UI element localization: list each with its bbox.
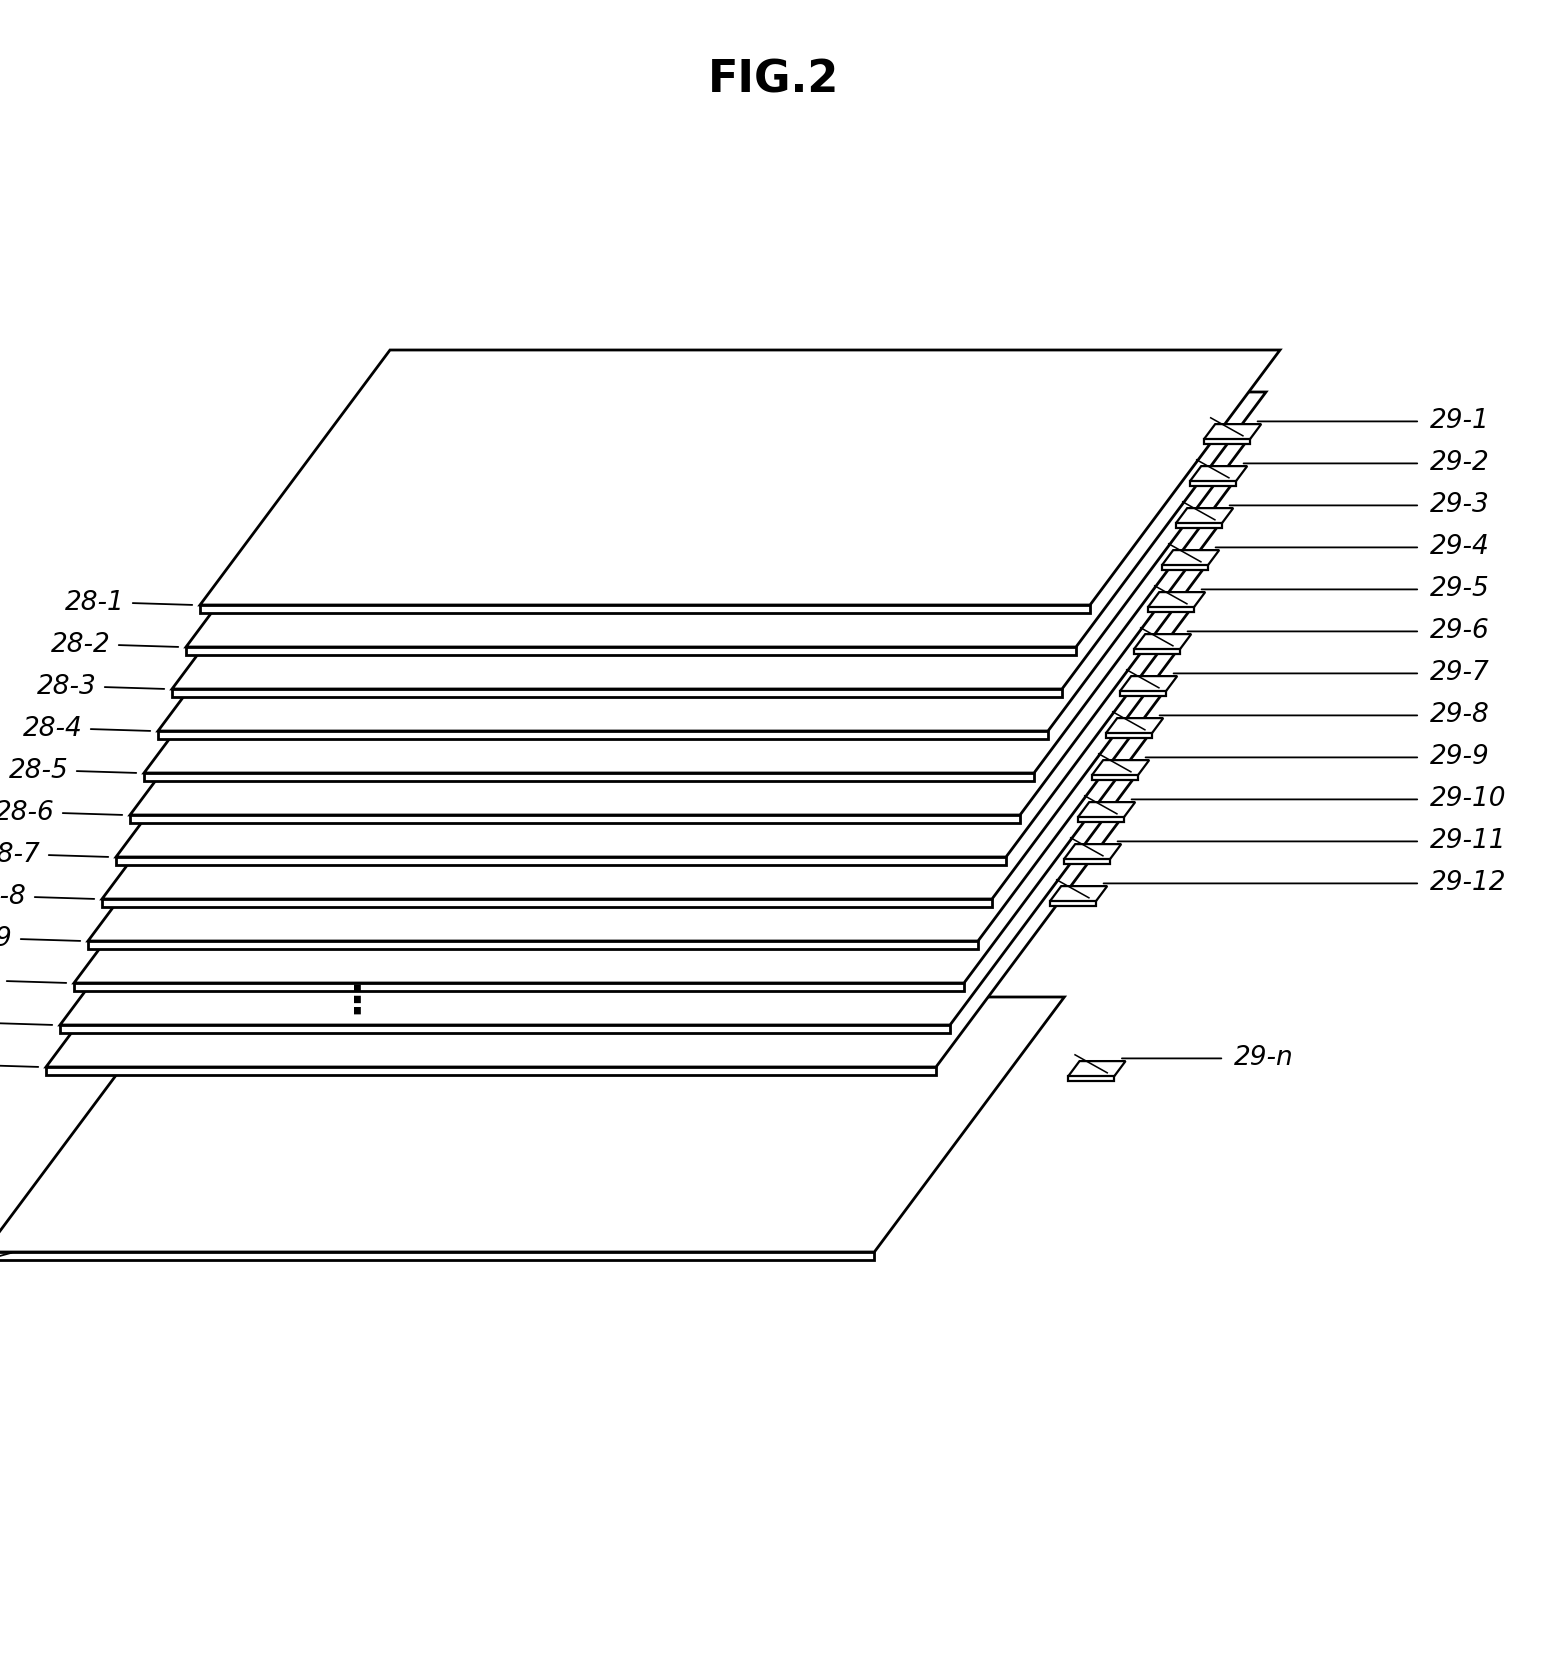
Text: 29-10: 29-10 [1430, 787, 1506, 812]
Polygon shape [1077, 817, 1124, 822]
Polygon shape [60, 770, 1139, 1024]
Polygon shape [1176, 523, 1221, 528]
Polygon shape [1068, 1061, 1125, 1076]
Polygon shape [1204, 423, 1262, 440]
Polygon shape [88, 686, 1169, 941]
Polygon shape [158, 476, 1238, 730]
Polygon shape [1163, 566, 1207, 571]
Polygon shape [172, 689, 1062, 697]
Polygon shape [1050, 901, 1096, 906]
Polygon shape [1091, 775, 1138, 780]
Polygon shape [200, 604, 1090, 613]
Polygon shape [1119, 692, 1166, 697]
Text: 29-6: 29-6 [1430, 619, 1489, 644]
Text: 29-9: 29-9 [1430, 744, 1489, 770]
Polygon shape [1190, 481, 1235, 486]
Polygon shape [1147, 608, 1194, 613]
Text: 29-5: 29-5 [1430, 576, 1489, 603]
Text: 29-n: 29-n [1234, 1046, 1294, 1071]
Polygon shape [1105, 734, 1152, 739]
Text: 29-3: 29-3 [1430, 493, 1489, 518]
Polygon shape [1133, 634, 1192, 649]
Polygon shape [1190, 466, 1248, 481]
Polygon shape [60, 1024, 950, 1033]
Polygon shape [1077, 802, 1135, 817]
Text: 29-7: 29-7 [1430, 661, 1489, 686]
Text: 28-6: 28-6 [0, 800, 56, 827]
Text: 28-5: 28-5 [9, 759, 70, 784]
Text: 28-2: 28-2 [51, 632, 111, 657]
Polygon shape [102, 644, 1183, 900]
Text: FIG.2: FIG.2 [709, 58, 839, 101]
Polygon shape [130, 559, 1211, 815]
Text: 29-8: 29-8 [1430, 702, 1489, 729]
Polygon shape [1063, 860, 1110, 865]
Text: 29-2: 29-2 [1430, 450, 1489, 476]
Polygon shape [186, 392, 1266, 647]
Polygon shape [116, 603, 1197, 857]
Text: 29-4: 29-4 [1430, 535, 1489, 561]
Text: 28-7: 28-7 [0, 842, 40, 868]
Polygon shape [1119, 676, 1176, 692]
Polygon shape [74, 729, 1153, 983]
Polygon shape [0, 1252, 875, 1260]
Polygon shape [1163, 549, 1220, 566]
Text: 28-1: 28-1 [65, 589, 125, 616]
Polygon shape [1204, 440, 1249, 445]
Text: 28-8: 28-8 [0, 885, 26, 910]
Polygon shape [200, 350, 1280, 604]
Polygon shape [158, 730, 1048, 739]
Text: 29-11: 29-11 [1430, 828, 1506, 855]
Text: 28-4: 28-4 [23, 715, 84, 742]
Text: 29-1: 29-1 [1430, 408, 1489, 435]
Polygon shape [116, 857, 1006, 865]
Polygon shape [1091, 760, 1149, 775]
Polygon shape [74, 983, 964, 991]
Polygon shape [46, 1067, 937, 1076]
Polygon shape [0, 998, 1065, 1252]
Polygon shape [102, 900, 992, 906]
Polygon shape [1105, 719, 1163, 734]
Polygon shape [46, 812, 1125, 1067]
Polygon shape [1176, 508, 1234, 523]
Polygon shape [1133, 649, 1180, 654]
Polygon shape [88, 941, 978, 950]
Text: 29-12: 29-12 [1430, 870, 1506, 896]
Polygon shape [186, 647, 1076, 656]
Polygon shape [172, 433, 1252, 689]
Polygon shape [130, 815, 1020, 823]
Text: 28-3: 28-3 [37, 674, 98, 701]
Polygon shape [144, 774, 1034, 780]
Polygon shape [144, 518, 1224, 774]
Polygon shape [1147, 593, 1206, 608]
Polygon shape [1068, 1076, 1115, 1081]
Polygon shape [1050, 886, 1107, 901]
Text: ⋮: ⋮ [337, 983, 376, 1021]
Polygon shape [1063, 843, 1121, 860]
Text: 28-9: 28-9 [0, 926, 12, 951]
